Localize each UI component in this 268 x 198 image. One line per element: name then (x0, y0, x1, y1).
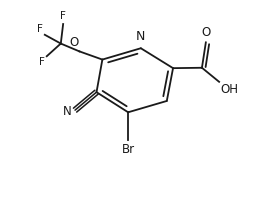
Text: O: O (201, 26, 210, 39)
Text: N: N (63, 105, 72, 118)
Text: N: N (136, 30, 146, 43)
Text: F: F (60, 11, 66, 21)
Text: F: F (39, 57, 45, 67)
Text: Br: Br (122, 143, 135, 156)
Text: F: F (37, 24, 43, 34)
Text: OH: OH (221, 83, 239, 96)
Text: O: O (69, 36, 78, 50)
